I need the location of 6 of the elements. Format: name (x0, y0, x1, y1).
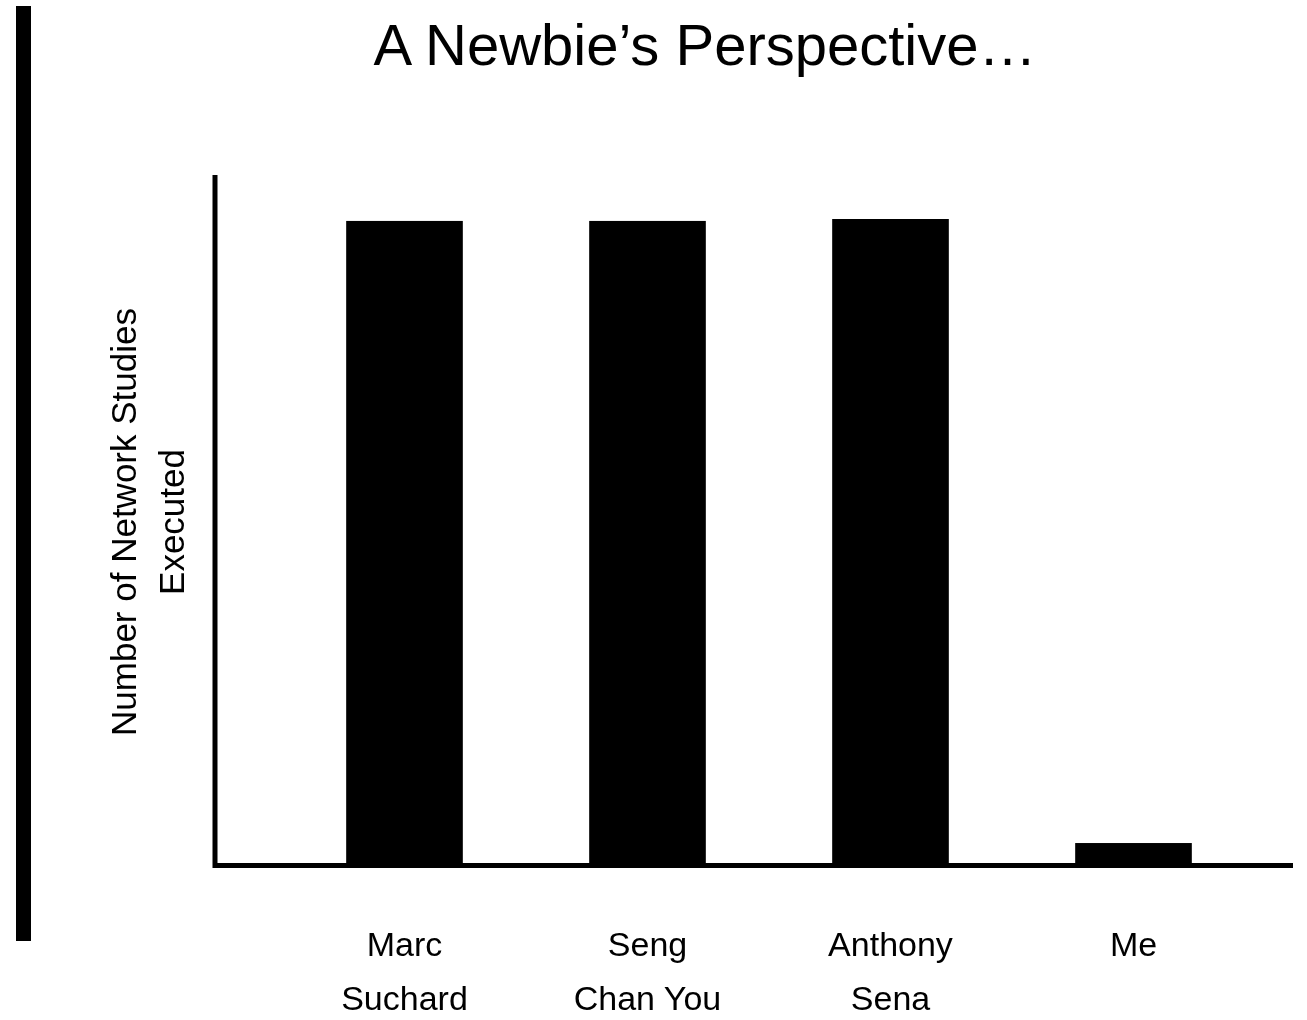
x-tick-label: Me (1109, 924, 1158, 963)
y-axis-title: Number of Network Studies Executed (104, 308, 192, 736)
chart-title: A Newbie’s Perspective… (373, 12, 1037, 78)
x-tick-label: Anthony Sena (828, 924, 953, 1017)
x-tick-label: Marc Suchard (341, 924, 468, 1017)
x-tick-label: Seng Chan You (573, 924, 722, 1017)
